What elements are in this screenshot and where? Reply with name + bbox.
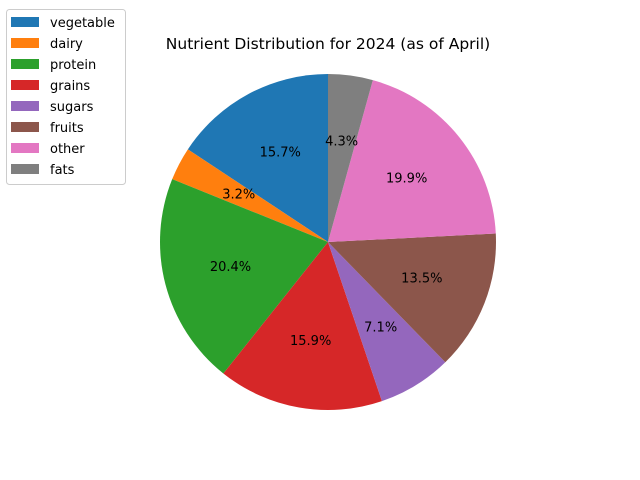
legend-label-dairy: dairy xyxy=(50,37,83,52)
pie-slice-other xyxy=(328,80,496,242)
pie-slice-grains xyxy=(223,242,382,410)
legend-label-grains: grains xyxy=(50,79,90,94)
legend-label-fats: fats xyxy=(50,163,75,178)
legend-swatch-fruits xyxy=(11,122,39,132)
legend-label-other: other xyxy=(50,142,85,157)
pie-slice-fats xyxy=(328,74,373,242)
percent-label-vegetable: 15.7% xyxy=(260,146,301,161)
legend: vegetable dairy protein grains sugars fruits o… xyxy=(6,9,126,185)
percent-label-dairy: 3.2% xyxy=(222,188,255,203)
pie-slice-protein xyxy=(159,179,328,374)
pie-slices xyxy=(159,73,497,410)
legend-label-sugars: sugars xyxy=(50,100,94,115)
pie-slice-vegetable xyxy=(187,73,328,242)
chart-title: Nutrient Distribution for 2024 (as of Ap… xyxy=(166,35,490,53)
legend-label-fruits: fruits xyxy=(50,121,84,136)
legend-swatch-grains xyxy=(11,80,39,90)
legend-swatch-other xyxy=(11,143,39,153)
percent-label-other: 19.9% xyxy=(386,171,427,186)
percent-label-fruits: 13.5% xyxy=(401,271,442,286)
legend-swatch-vegetable xyxy=(11,17,39,27)
pie-slice-fruits xyxy=(328,233,497,363)
legend-label-vegetable: vegetable xyxy=(50,16,115,31)
legend-frame xyxy=(6,9,126,185)
legend-swatch-dairy xyxy=(11,38,39,48)
legend-swatch-fats xyxy=(11,164,39,174)
legend-label-protein: protein xyxy=(50,58,96,73)
percent-labels: 15.7% 3.2% 20.4% 15.9% 7.1% 13.5% 19.9% 4.3% xyxy=(210,135,443,349)
pie-slice-dairy xyxy=(172,149,328,242)
percent-label-sugars: 7.1% xyxy=(364,320,397,335)
legend-swatch-sugars xyxy=(11,101,39,111)
percent-label-fats: 4.3% xyxy=(325,135,358,150)
percent-label-grains: 15.9% xyxy=(290,334,331,349)
percent-label-protein: 20.4% xyxy=(210,260,251,275)
legend-swatch-protein xyxy=(11,59,39,69)
pie-slice-sugars xyxy=(328,242,446,402)
